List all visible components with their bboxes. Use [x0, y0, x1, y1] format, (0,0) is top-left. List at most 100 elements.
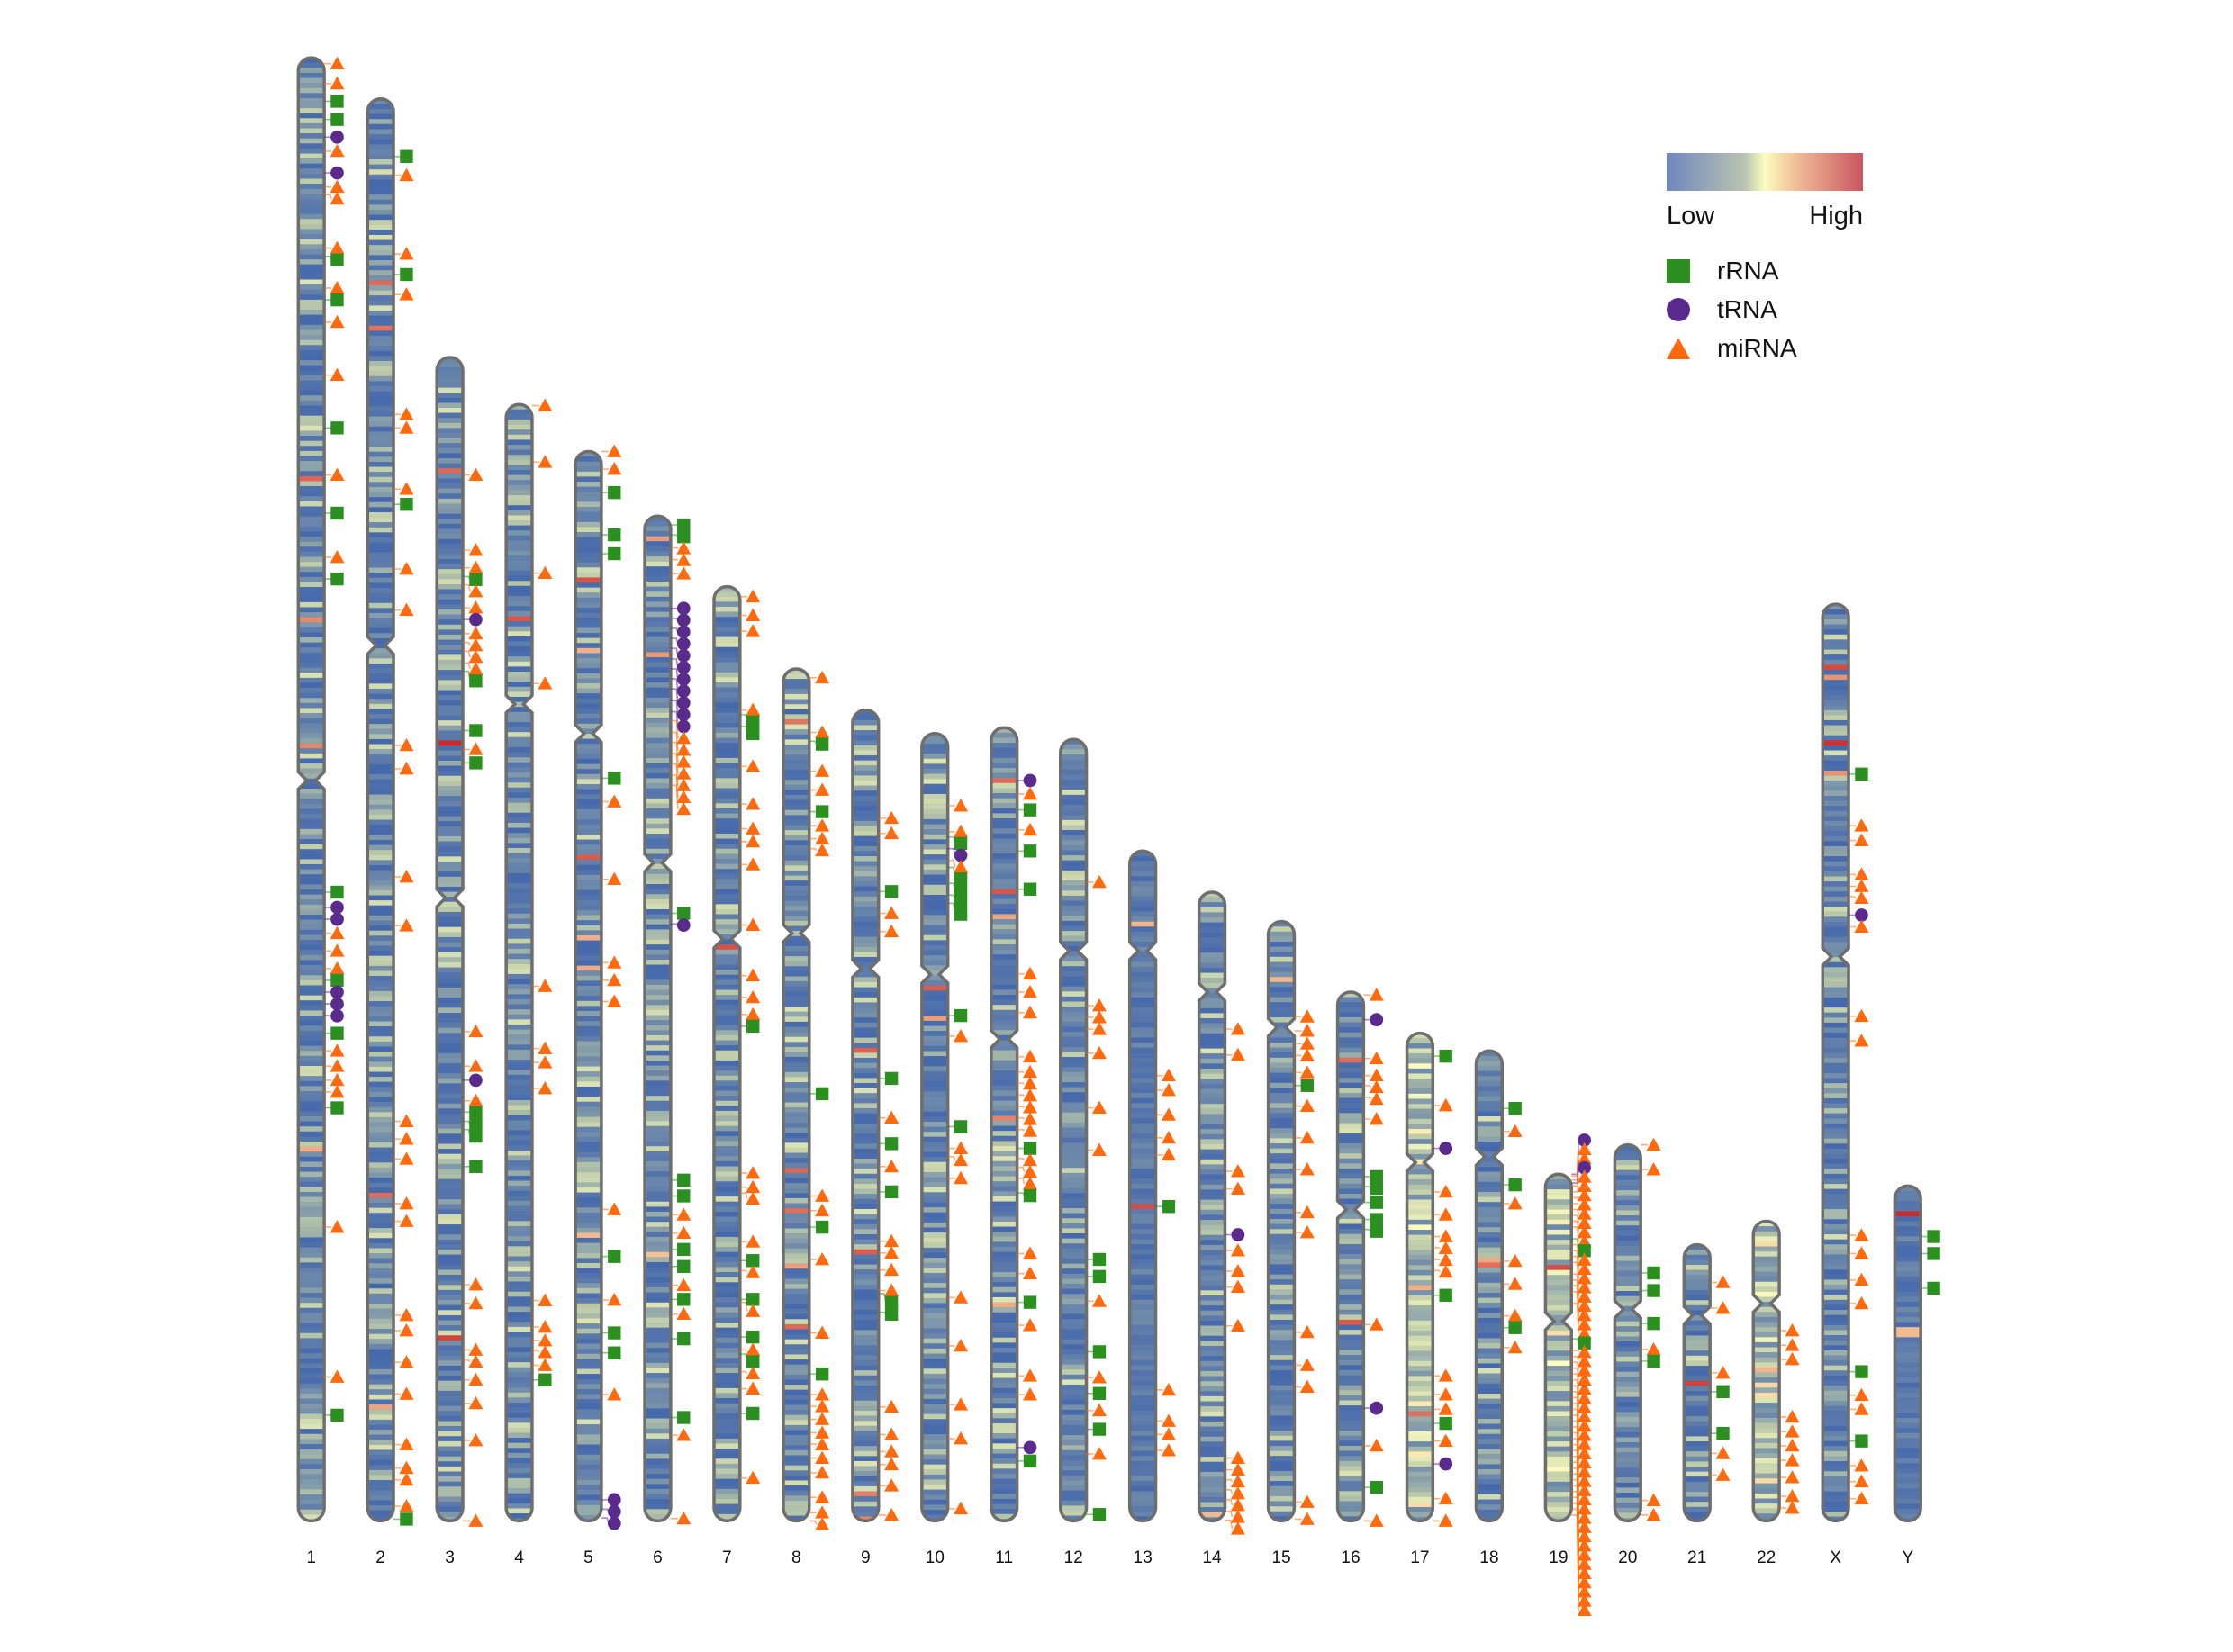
- density-band: [367, 511, 394, 518]
- density-band: [1268, 1229, 1295, 1234]
- density-band: [645, 1453, 671, 1459]
- density-band: [1822, 831, 1849, 836]
- density-band: [782, 819, 809, 826]
- density-band: [298, 345, 325, 351]
- density-band: [1337, 1344, 1364, 1350]
- density-band: [1060, 976, 1087, 982]
- density-band: [1198, 1214, 1225, 1221]
- density-band: [714, 904, 740, 910]
- density-band: [298, 1187, 325, 1193]
- triangle-marker: [1369, 1091, 1384, 1106]
- density-band: [1406, 1053, 1433, 1059]
- marker-rrna: [324, 973, 344, 988]
- chromosome-18: 18: [1474, 1049, 1523, 1567]
- density-band: [1129, 1133, 1156, 1139]
- density-band: [714, 1317, 740, 1323]
- density-band: [506, 872, 532, 879]
- density-band: [437, 664, 463, 671]
- density-band: [782, 734, 809, 740]
- density-band: [990, 858, 1017, 864]
- density-band: [921, 1116, 948, 1123]
- density-band: [1476, 1433, 1503, 1440]
- density-band: [714, 768, 740, 773]
- density-band: [506, 843, 532, 849]
- density-band: [1129, 1390, 1156, 1396]
- density-band: [1060, 931, 1087, 936]
- density-band: [298, 491, 325, 497]
- triangle-marker: [676, 553, 692, 566]
- square-marker: [815, 1220, 829, 1234]
- density-band: [645, 1398, 671, 1404]
- density-band: [714, 757, 740, 763]
- density-band: [714, 1342, 740, 1349]
- density-band: [645, 1403, 671, 1409]
- density-band: [298, 153, 325, 159]
- density-band: [1060, 1248, 1087, 1254]
- density-band: [1822, 644, 1849, 650]
- density-band: [714, 1368, 740, 1374]
- density-band: [575, 1177, 601, 1183]
- density-band: [437, 1204, 463, 1210]
- density-band: [298, 1151, 325, 1157]
- marker-mirna: [1571, 1220, 1592, 1239]
- density-band: [1614, 1497, 1641, 1503]
- density-band: [990, 914, 1017, 920]
- density-band: [1614, 1452, 1641, 1458]
- density-band: [645, 627, 671, 633]
- density-band: [990, 1271, 1017, 1277]
- marker-connector: [1571, 1220, 1580, 1232]
- triangle-marker: [1299, 1024, 1315, 1037]
- marker-rrna: [601, 546, 621, 561]
- density-band: [298, 632, 325, 638]
- density-band: [990, 1362, 1017, 1368]
- density-band: [782, 1414, 809, 1421]
- square-marker: [1023, 844, 1037, 858]
- density-band: [645, 1196, 671, 1202]
- density-band: [1060, 1339, 1087, 1345]
- density-band: [645, 1045, 671, 1051]
- density-band: [1060, 900, 1087, 907]
- density-band: [575, 1142, 601, 1148]
- density-band: [645, 667, 671, 673]
- chromosome-7: 7: [712, 584, 761, 1567]
- marker-rrna: [1086, 1508, 1107, 1521]
- density-band: [1129, 876, 1156, 882]
- density-band: [575, 1485, 601, 1491]
- triangle-marker: [884, 1159, 900, 1173]
- square-marker: [746, 1019, 760, 1034]
- density-band: [645, 1055, 671, 1061]
- density-band: [1198, 1038, 1225, 1044]
- density-band: [1614, 1235, 1641, 1241]
- density-band: [1337, 1072, 1364, 1079]
- density-band: [575, 874, 601, 880]
- density-band: [1406, 1154, 1433, 1160]
- density-band: [298, 486, 325, 492]
- density-band: [1476, 1504, 1503, 1510]
- marker-rrna: [1641, 1284, 1660, 1297]
- density-band: [1060, 1304, 1087, 1310]
- density-band: [506, 520, 532, 526]
- chromosome-outline: [435, 356, 465, 1523]
- density-band: [298, 1222, 325, 1228]
- density-band: [1545, 1219, 1572, 1225]
- density-band: [298, 97, 325, 104]
- density-band: [437, 876, 463, 882]
- marker-mirna: [1363, 1438, 1384, 1452]
- density-band: [367, 1288, 394, 1295]
- density-band: [1545, 1446, 1572, 1452]
- density-band: [298, 627, 325, 633]
- density-band: [1614, 1503, 1641, 1508]
- density-band: [1337, 1204, 1364, 1209]
- density-band: [298, 1156, 325, 1162]
- density-band: [1337, 1330, 1364, 1335]
- density-band: [1337, 1481, 1364, 1486]
- density-band: [1268, 1304, 1295, 1310]
- density-band: [367, 799, 394, 805]
- density-band: [367, 275, 394, 281]
- density-band: [1476, 1212, 1503, 1218]
- density-band: [782, 1142, 809, 1149]
- density-band: [1406, 1073, 1433, 1079]
- density-band: [437, 393, 463, 398]
- density-band: [1198, 1114, 1225, 1120]
